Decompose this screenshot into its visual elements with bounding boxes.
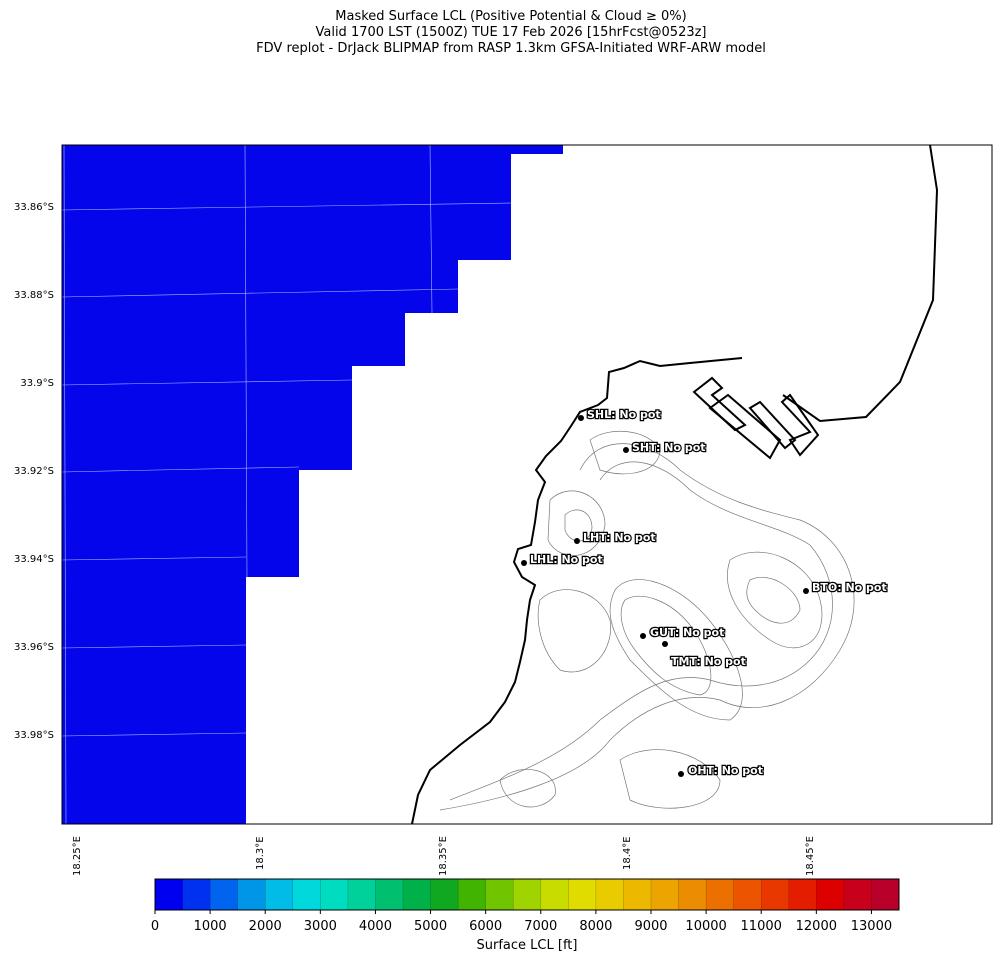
lon-label: 18.4°E xyxy=(622,836,633,870)
colorbar-bin xyxy=(843,879,872,910)
colorbar-bin xyxy=(458,879,487,910)
lon-label: 18.3°E xyxy=(255,836,266,870)
station-label: LHT: No pot xyxy=(583,531,656,544)
colorbar-bin xyxy=(706,879,735,910)
colorbar-tick-label: 2000 xyxy=(249,919,282,934)
station-label: GUT: No pot xyxy=(650,626,724,639)
lon-label: 18.35°E xyxy=(438,836,449,876)
graticule xyxy=(61,144,512,825)
station-label: LHL: No pot xyxy=(530,553,603,566)
colorbar-tick-label: 6000 xyxy=(469,919,502,934)
station-label: OHT: No pot xyxy=(688,764,763,777)
colorbar-bin xyxy=(733,879,762,910)
station-dot xyxy=(662,641,668,647)
colorbar-bin xyxy=(595,879,624,910)
colorbar-bin xyxy=(403,879,432,910)
colorbar-bin xyxy=(623,879,652,910)
lat-label: 33.98°S xyxy=(14,730,54,741)
colorbar-bin xyxy=(568,879,597,910)
colorbar-tick-label: 0 xyxy=(151,919,159,934)
lon-label: 18.45°E xyxy=(805,836,816,876)
colorbar-bin xyxy=(375,879,404,910)
colorbar-bin xyxy=(292,879,321,910)
terrain-contours xyxy=(439,430,855,811)
colorbar-bin xyxy=(320,879,349,910)
lat-label: 33.88°S xyxy=(14,290,54,301)
station-dot xyxy=(623,447,629,453)
station-dot xyxy=(574,538,580,544)
colorbar-tick-label: 10000 xyxy=(685,919,726,934)
lat-label: 33.9°S xyxy=(20,378,54,389)
colorbar-bin xyxy=(430,879,459,910)
coastline xyxy=(782,144,939,423)
colorbar-bin xyxy=(237,879,266,910)
title-line: FDV replot - DrJack BLIPMAP from RASP 1.… xyxy=(256,41,766,56)
colorbar-tick-label: 13000 xyxy=(851,919,892,934)
colorbar-bin xyxy=(347,879,376,910)
colorbar-tick-label: 11000 xyxy=(741,919,782,934)
colorbar-bin xyxy=(182,879,211,910)
colorbar-bin xyxy=(540,879,569,910)
colorbar-bin xyxy=(210,879,239,910)
lat-label: 33.94°S xyxy=(14,554,54,565)
colorbar-frame xyxy=(154,878,900,911)
station-dot xyxy=(803,588,809,594)
colorbar-bin xyxy=(788,879,817,910)
lon-label: 18.25°E xyxy=(72,836,83,876)
colorbar-bin xyxy=(761,879,790,910)
colorbar-tick-label: 9000 xyxy=(634,919,667,934)
colorbar-label: Surface LCL [ft] xyxy=(477,938,578,953)
colorbar-tick-label: 5000 xyxy=(414,919,447,934)
lat-label: 33.92°S xyxy=(14,466,54,477)
colorbar-tick-label: 3000 xyxy=(304,919,337,934)
colorbar-bin xyxy=(265,879,294,910)
station-label: BTO: No pot xyxy=(812,581,887,594)
station-dot xyxy=(640,633,646,639)
masked-area xyxy=(62,145,563,824)
station-label: SHT: No pot xyxy=(632,441,706,454)
station-label: SHL: No pot xyxy=(587,408,661,421)
colorbar-bin xyxy=(816,879,845,910)
colorbar-bin xyxy=(155,879,184,910)
map: 33.86°S 33.88°S 33.9°S 33.92°S 33.94°S 3… xyxy=(14,144,993,876)
harbour-structures xyxy=(692,376,820,460)
title-line: Valid 1700 LST (1500Z) TUE 17 Feb 2026 [… xyxy=(315,25,706,40)
title-line: Masked Surface LCL (Positive Potential &… xyxy=(335,9,686,24)
colorbar-bin xyxy=(678,879,707,910)
colorbar-tick-label: 7000 xyxy=(524,919,557,934)
station-dot xyxy=(521,560,527,566)
colorbar-bin xyxy=(871,879,900,910)
colorbar: 0 1000 2000 3000 4000 5000 6000 7000 8000 9000 100… xyxy=(151,878,900,934)
stations: SHL: No pot SHT: No pot LHT: No pot LHL:… xyxy=(521,407,888,778)
colorbar-bin xyxy=(485,879,514,910)
colorbar-tick-label: 12000 xyxy=(796,919,837,934)
map-frame xyxy=(61,144,993,825)
station-dot xyxy=(678,771,684,777)
coastline xyxy=(411,357,743,825)
lat-label: 33.96°S xyxy=(14,642,54,653)
colorbar-tick-label: 4000 xyxy=(359,919,392,934)
colorbar-tick-label: 8000 xyxy=(579,919,612,934)
lat-label: 33.86°S xyxy=(14,202,54,213)
station-label: TMT: No pot xyxy=(671,655,746,668)
colorbar-bin xyxy=(651,879,680,910)
station-dot xyxy=(578,415,584,421)
colorbar-tick-label: 1000 xyxy=(194,919,227,934)
colorbar-bin xyxy=(513,879,542,910)
